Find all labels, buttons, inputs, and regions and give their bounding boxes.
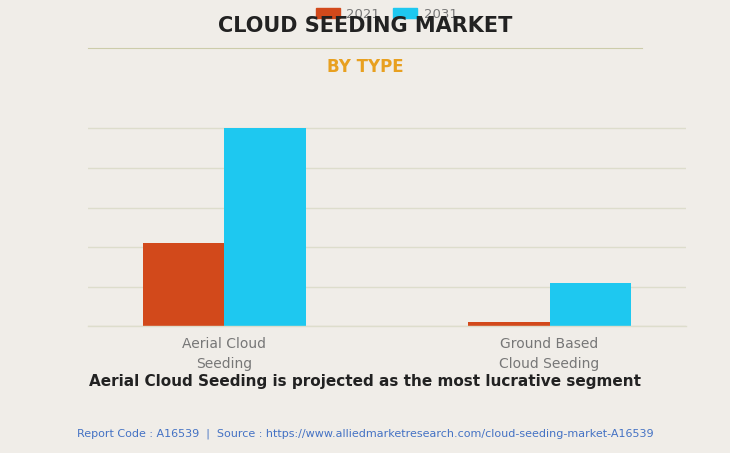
Text: Aerial Cloud Seeding is projected as the most lucrative segment: Aerial Cloud Seeding is projected as the…: [89, 374, 641, 389]
Bar: [143, 243, 224, 326]
Bar: [224, 129, 306, 326]
Legend: 2021, 2031: 2021, 2031: [311, 2, 463, 26]
Bar: [550, 283, 631, 326]
Text: Report Code : A16539  |  Source : https://www.alliedmarketresearch.com/cloud-see: Report Code : A16539 | Source : https://…: [77, 428, 653, 439]
Text: BY TYPE: BY TYPE: [327, 58, 403, 76]
Text: CLOUD SEEDING MARKET: CLOUD SEEDING MARKET: [218, 16, 512, 36]
Bar: [468, 322, 550, 326]
